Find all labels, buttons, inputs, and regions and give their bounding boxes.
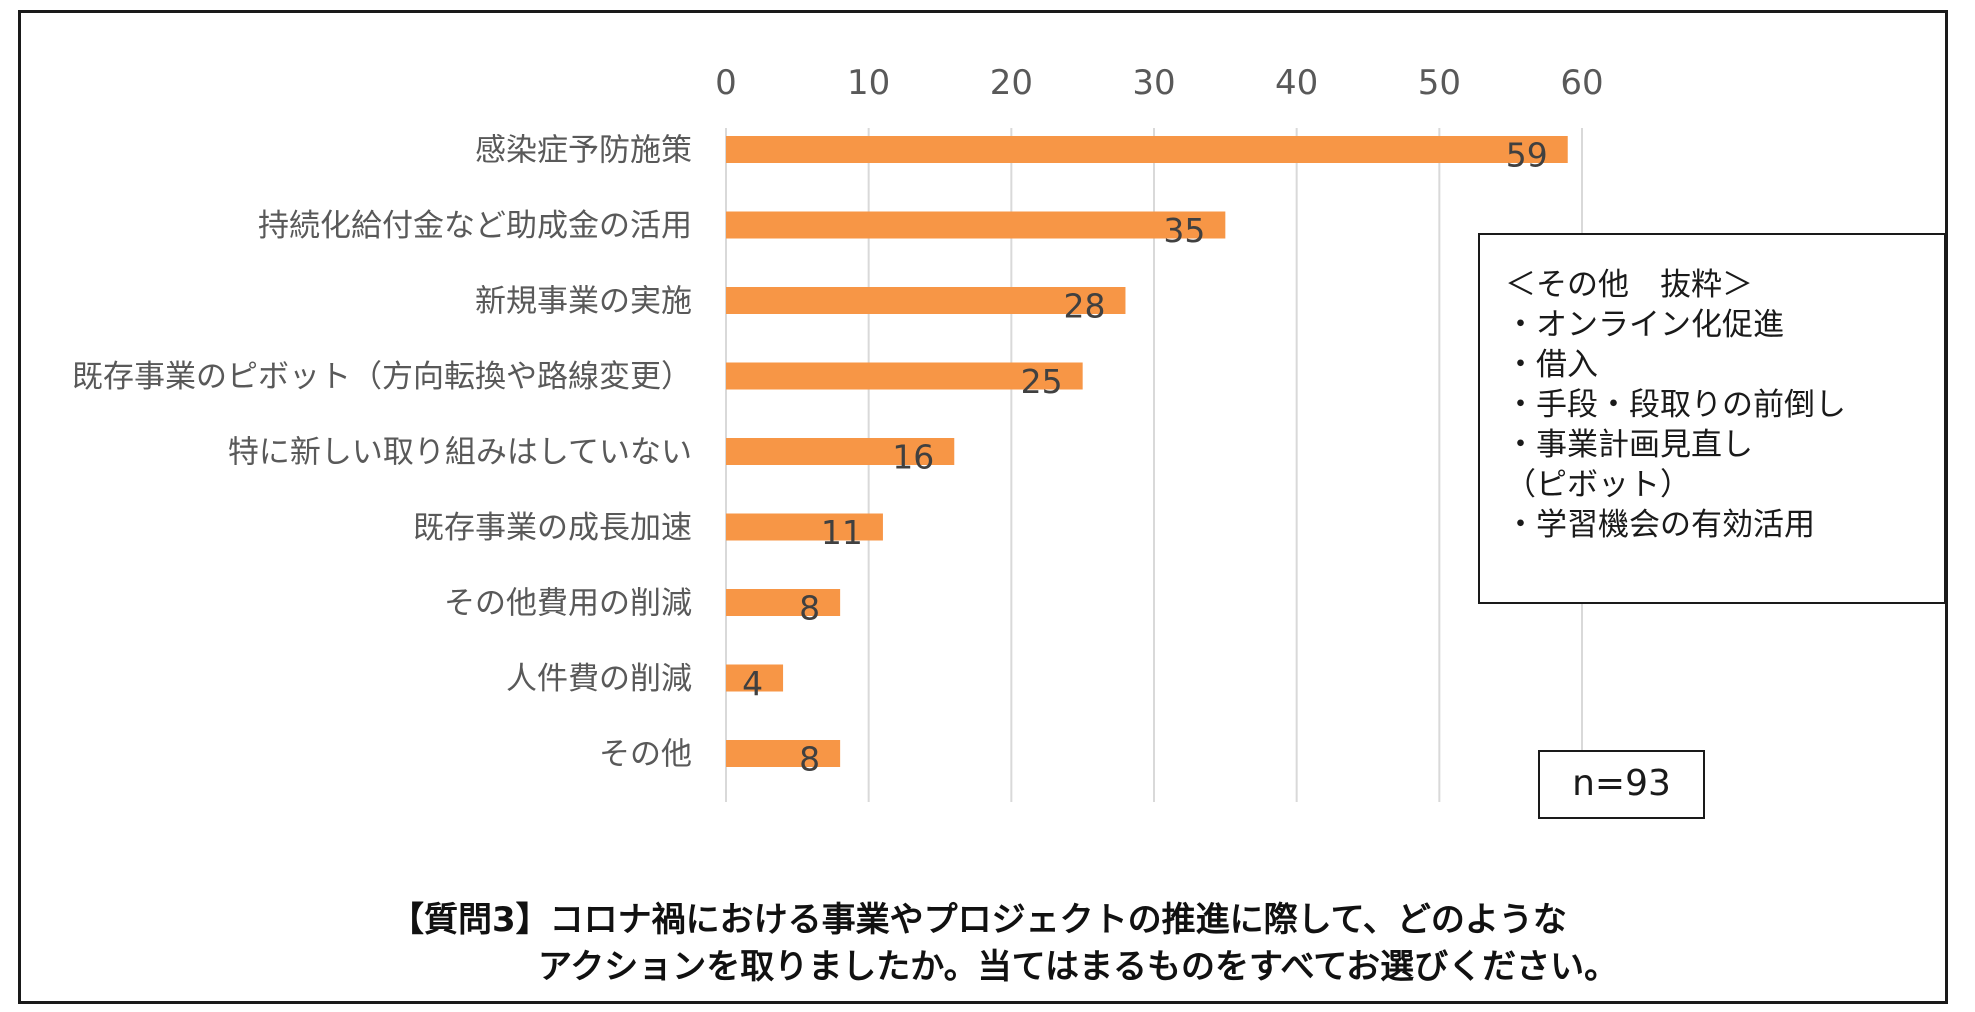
note-box-title: ＜その他 抜粋＞ xyxy=(1505,267,1753,303)
bar xyxy=(726,211,1226,239)
category-label: 感染症予防施策 xyxy=(475,133,692,169)
note-item: ・オンライン化促進 xyxy=(1505,307,1784,343)
value-label: 28 xyxy=(1063,287,1105,326)
x-tick-label: 40 xyxy=(1275,63,1318,103)
category-labels: 感染症予防施策持続化給付金など助成金の活用新規事業の実施既存事業のピボット（方向… xyxy=(72,133,692,773)
note-item: （ピボット） xyxy=(1505,467,1691,503)
value-label: 8 xyxy=(799,589,820,628)
value-label: 16 xyxy=(892,438,934,477)
note-item: ・借入 xyxy=(1505,347,1598,383)
value-label: 8 xyxy=(799,740,820,779)
x-tick-label: 0 xyxy=(715,63,737,103)
category-label: 既存事業のピボット（方向転換や路線変更） xyxy=(72,359,692,395)
x-tick-label: 60 xyxy=(1560,63,1603,103)
question-caption: 【質問3】コロナ禍における事業やプロジェクトの推進に際して、どのような アクショ… xyxy=(390,897,1618,991)
x-tick-label: 20 xyxy=(990,63,1033,103)
note-box-list: ・オンライン化促進 ・借入 ・手段・段取りの前倒し ・事業計画見直し （ピボット… xyxy=(1505,305,1944,545)
value-label: 25 xyxy=(1021,362,1063,401)
question-line-1: 【質問3】コロナ禍における事業やプロジェクトの推進に際して、どのような xyxy=(390,900,1567,940)
x-tick-label: 50 xyxy=(1418,63,1461,103)
bar xyxy=(726,740,841,767)
x-tick-label: 10 xyxy=(847,63,890,103)
category-label: 既存事業の成長加速 xyxy=(413,510,692,546)
value-label: 11 xyxy=(821,513,863,552)
bar xyxy=(726,362,1083,390)
bar xyxy=(726,287,1126,314)
category-label: 新規事業の実施 xyxy=(475,284,692,320)
sample-size-box: n=93 xyxy=(1538,750,1705,819)
bar xyxy=(726,589,841,616)
bar xyxy=(726,438,955,465)
bar xyxy=(726,513,883,541)
value-label: 59 xyxy=(1506,136,1548,175)
value-label: 35 xyxy=(1163,211,1205,250)
category-label: 人件費の削減 xyxy=(506,661,692,697)
x-axis-ticks: 0 10 20 30 40 50 60 xyxy=(715,63,1603,103)
note-item: ・手段・段取りの前倒し xyxy=(1505,387,1846,423)
category-label: 持続化給付金など助成金の活用 xyxy=(258,208,692,244)
value-label: 4 xyxy=(742,664,763,703)
bar xyxy=(726,136,1568,163)
bar xyxy=(726,664,784,692)
question-line-2: アクションを取りましたか。当てはまるものをすべてお選びください。 xyxy=(538,947,1619,987)
category-label: 特に新しい取り組みはしていない xyxy=(228,435,692,471)
category-label: その他 xyxy=(599,737,692,773)
category-label: その他費用の削減 xyxy=(444,586,692,622)
note-item: ・事業計画見直し xyxy=(1505,427,1753,463)
bars xyxy=(726,136,1568,767)
note-item: ・学習機会の有効活用 xyxy=(1505,507,1815,543)
other-excerpt-box: ＜その他 抜粋＞ ・オンライン化促進 ・借入 ・手段・段取りの前倒し ・事業計画… xyxy=(1478,233,1946,604)
x-tick-label: 30 xyxy=(1132,63,1175,103)
